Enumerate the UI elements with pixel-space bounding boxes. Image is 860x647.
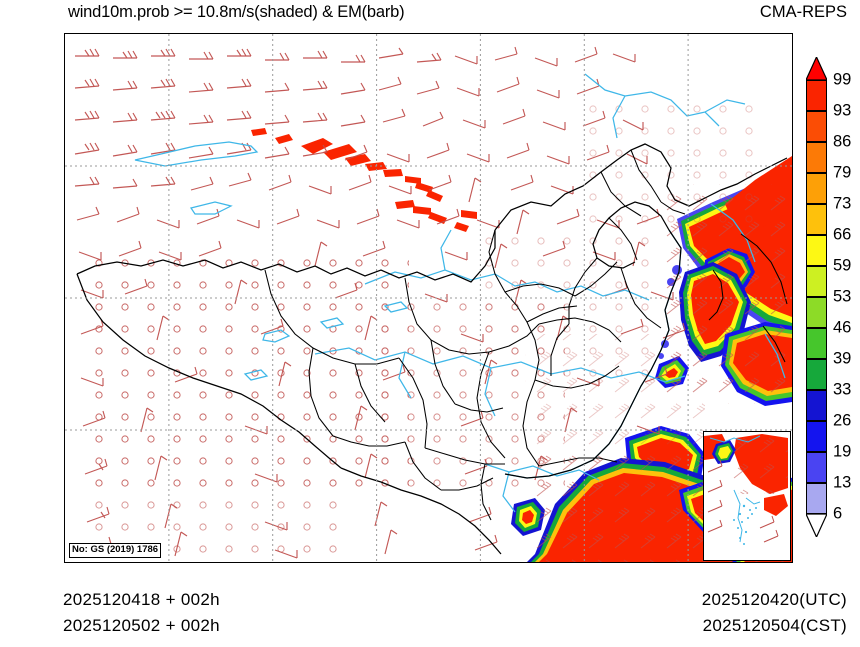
x-tick bbox=[169, 562, 170, 563]
x-tick-top bbox=[688, 33, 689, 34]
x-tick bbox=[584, 562, 585, 563]
footer-valid-cst: 2025120504(CST) bbox=[702, 616, 847, 635]
colorbar-tick-label: 99 bbox=[833, 70, 852, 89]
colorbar-tick-label: 93 bbox=[833, 101, 852, 120]
x-tick bbox=[65, 562, 66, 563]
colorbar-band bbox=[806, 80, 827, 111]
colorbar-band bbox=[806, 235, 827, 266]
inset-graphics bbox=[704, 432, 788, 558]
x-tick-top bbox=[65, 33, 66, 34]
colorbar-tick-label: 66 bbox=[833, 225, 852, 244]
inset-map-south-china-sea[interactable] bbox=[703, 431, 791, 561]
x-tick-top bbox=[377, 33, 378, 34]
wind-barb-field bbox=[74, 46, 686, 559]
map-plot-area[interactable]: No: GS (2019) 1786 bbox=[64, 33, 793, 563]
admin-boundaries bbox=[76, 143, 788, 555]
x-tick bbox=[688, 562, 689, 563]
colorbar-tick-label: 19 bbox=[833, 442, 852, 461]
gridlines bbox=[65, 34, 792, 562]
colorbar-tick-label: 33 bbox=[833, 380, 852, 399]
colorbar-under-arrow bbox=[806, 514, 827, 537]
x-tick-top bbox=[584, 33, 585, 34]
footer-valid-utc: 2025120420(UTC) bbox=[701, 590, 847, 609]
x-tick-top bbox=[273, 33, 274, 34]
map-canvas bbox=[65, 34, 792, 562]
y-tick bbox=[64, 298, 65, 299]
y-tick bbox=[64, 562, 65, 563]
y-tick bbox=[64, 34, 65, 35]
copyright-stamp: No: GS (2019) 1786 bbox=[69, 543, 162, 558]
colorbar-band bbox=[806, 204, 827, 235]
x-tick bbox=[377, 562, 378, 563]
colorbar-tick-label: 59 bbox=[833, 256, 852, 275]
colorbar-tick-label: 73 bbox=[833, 194, 852, 213]
colorbar-band bbox=[806, 483, 827, 514]
colorbar-tick-label: 6 bbox=[833, 504, 843, 523]
colorbar-tick-label: 86 bbox=[833, 132, 852, 151]
colorbar-band bbox=[806, 390, 827, 421]
colorbar-band bbox=[806, 359, 827, 390]
calm-marker-field bbox=[79, 94, 765, 562]
x-tick bbox=[480, 562, 481, 563]
colorbar-band bbox=[806, 173, 827, 204]
map-graphics bbox=[65, 34, 792, 562]
x-tick bbox=[273, 562, 274, 563]
colorbar-band bbox=[806, 421, 827, 452]
y-tick bbox=[64, 166, 65, 167]
colorbar-over-arrow bbox=[806, 57, 827, 80]
x-tick-top bbox=[169, 33, 170, 34]
colorbar-tick-label: 53 bbox=[833, 287, 852, 306]
model-label: CMA-REPS bbox=[759, 3, 847, 21]
colorbar-band bbox=[806, 142, 827, 173]
x-tick bbox=[792, 562, 793, 563]
colorbar-tick-label: 26 bbox=[833, 411, 852, 430]
y-tick bbox=[64, 430, 65, 431]
x-tick-top bbox=[792, 33, 793, 34]
page-title: wind10m.prob >= 10.8m/s(shaded) & EM(bar… bbox=[68, 3, 405, 21]
colorbar-tick-label: 46 bbox=[833, 318, 852, 337]
colorbar-tick-label: 39 bbox=[833, 349, 852, 368]
colorbar-band bbox=[806, 328, 827, 359]
x-tick-top bbox=[480, 33, 481, 34]
colorbar-band bbox=[806, 297, 827, 328]
colorbar-band bbox=[806, 452, 827, 483]
footer-init-cst: 2025120502 + 002h bbox=[63, 616, 220, 635]
footer-init-utc: 2025120418 + 002h bbox=[63, 590, 220, 609]
colorbar-tick-label: 79 bbox=[833, 163, 852, 182]
colorbar[interactable]: 99 93 86 79 73 66 59 53 46 39 33 26 19 13 6 bbox=[806, 57, 860, 537]
colorbar-band bbox=[806, 266, 827, 297]
colorbar-band bbox=[806, 111, 827, 142]
colorbar-tick-label: 13 bbox=[833, 473, 852, 492]
